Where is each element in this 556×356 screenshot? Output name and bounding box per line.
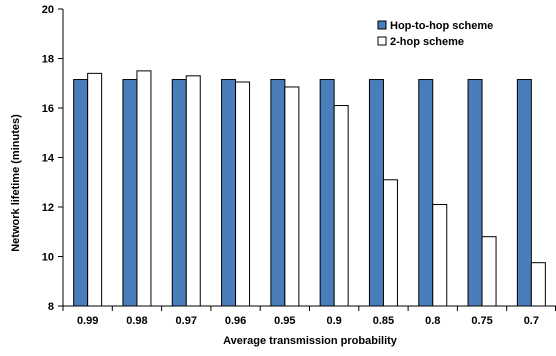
y-tick-label: 14 bbox=[42, 153, 55, 165]
x-tick-label: 0.97 bbox=[176, 315, 197, 327]
x-tick-label: 0.96 bbox=[225, 315, 246, 327]
bar-hop-to-hop-0.7 bbox=[516, 79, 532, 307]
bar-hop-to-hop-0.75 bbox=[467, 79, 483, 307]
x-tick-label: 0.95 bbox=[274, 315, 295, 327]
bar-hop-to-hop-0.95 bbox=[270, 79, 286, 307]
bar-2-hop-0.96 bbox=[235, 81, 251, 307]
y-axis-title: Network lifetime (minutes) bbox=[10, 114, 22, 252]
bar-2-hop-0.8 bbox=[432, 204, 448, 307]
x-tick-label: 0.9 bbox=[327, 315, 342, 327]
x-tick-label: 0.75 bbox=[471, 315, 492, 327]
bar-hop-to-hop-0.9 bbox=[319, 79, 335, 307]
x-tick-label: 0.98 bbox=[126, 315, 147, 327]
bar-hop-to-hop-0.98 bbox=[122, 79, 138, 307]
x-ticks: 0.99 0.98 0.97 0.96 0.95 0.9 0.85 0.8 0.75 0.7 bbox=[62, 306, 556, 327]
x-tick-label: 0.99 bbox=[77, 315, 98, 327]
x-tick-label: 0.7 bbox=[524, 315, 539, 327]
y-tick-label: 8 bbox=[48, 301, 54, 313]
bar-2-hop-0.9 bbox=[333, 105, 349, 307]
legend: Hop-to-hop scheme 2-hop scheme bbox=[377, 20, 493, 48]
bar-2-hop-0.97 bbox=[185, 75, 201, 307]
bar-2-hop-0.95 bbox=[284, 86, 300, 307]
bar-hop-to-hop-0.97 bbox=[171, 79, 187, 307]
y-tick-label: 16 bbox=[42, 103, 54, 115]
legend-swatch-hop-to-hop bbox=[377, 20, 387, 30]
bar-2-hop-0.98 bbox=[136, 70, 152, 307]
legend-label-hop-to-hop: Hop-to-hop scheme bbox=[390, 20, 493, 32]
y-tick-label: 20 bbox=[42, 4, 54, 16]
bar-hop-to-hop-0.99 bbox=[73, 79, 89, 307]
y-tick-label: 12 bbox=[42, 202, 54, 214]
bar-hop-to-hop-0.8 bbox=[418, 79, 434, 307]
y-tick-label: 18 bbox=[42, 54, 54, 66]
bar-2-hop-0.75 bbox=[481, 236, 497, 307]
bar-2-hop-0.99 bbox=[87, 72, 103, 307]
legend-label-2-hop: 2-hop scheme bbox=[390, 36, 464, 48]
bar-hop-to-hop-0.85 bbox=[368, 79, 384, 307]
bar-hop-to-hop-0.96 bbox=[221, 79, 237, 307]
y-ticks: 8 10 12 14 16 18 20 bbox=[42, 4, 63, 313]
y-tick-label: 10 bbox=[42, 252, 54, 264]
bar-2-hop-0.85 bbox=[382, 179, 398, 307]
bars bbox=[73, 70, 546, 307]
legend-swatch-2-hop bbox=[377, 36, 387, 46]
x-tick-label: 0.8 bbox=[425, 315, 440, 327]
bar-2-hop-0.7 bbox=[530, 262, 546, 307]
x-axis-title: Average transmission probability bbox=[223, 335, 398, 347]
x-tick-label: 0.85 bbox=[373, 315, 394, 327]
